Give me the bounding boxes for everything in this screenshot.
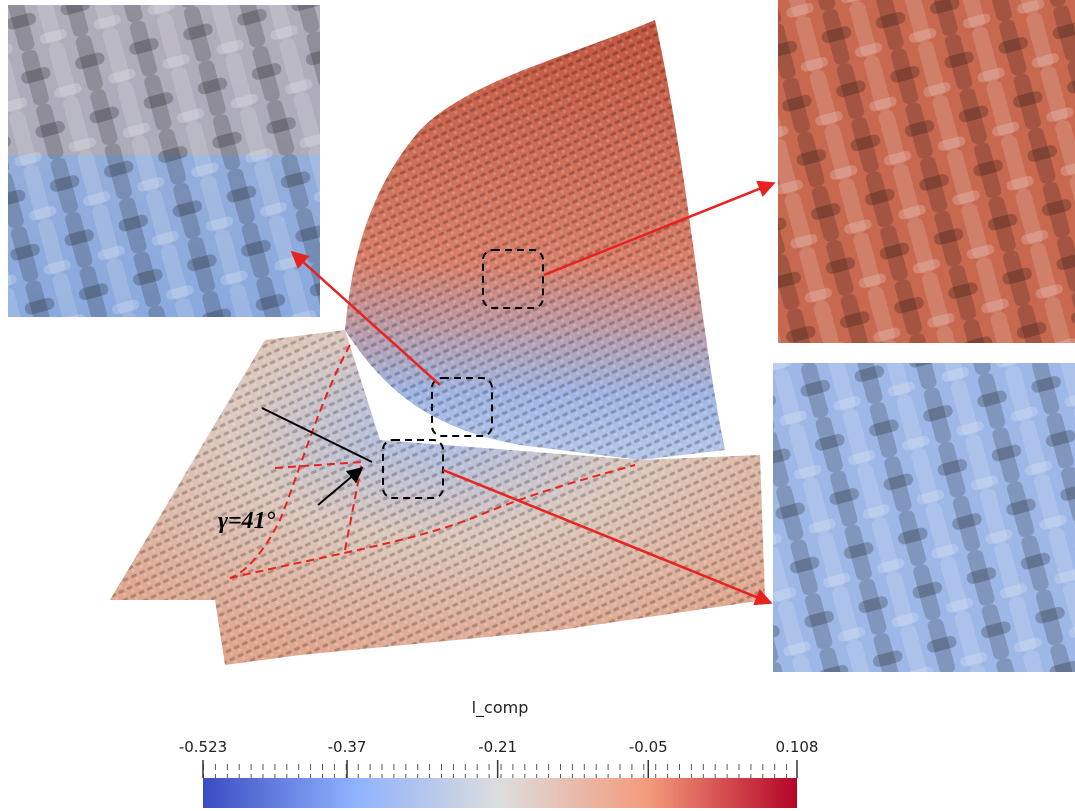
colorbar-tick-label: -0.05 (629, 738, 668, 756)
colorbar-tick-label: -0.21 (478, 738, 517, 756)
angle-label: γ=41° (218, 508, 276, 534)
inset-top-left (8, 5, 320, 317)
colorbar (203, 778, 797, 808)
colorbar-tick-label: -0.523 (179, 738, 227, 756)
inset-bottom-right (773, 363, 1075, 672)
colorbar-tick-label: -0.37 (328, 738, 367, 756)
inset-top-right (778, 0, 1075, 343)
colorbar-title: l_comp (472, 698, 529, 718)
minor-ticks (203, 764, 797, 778)
figure: γ=41° l_comp -0.523 -0.37 -0.21 -0.05 0.108 (0, 0, 1075, 811)
colorbar-tick-label: 0.108 (776, 738, 819, 756)
